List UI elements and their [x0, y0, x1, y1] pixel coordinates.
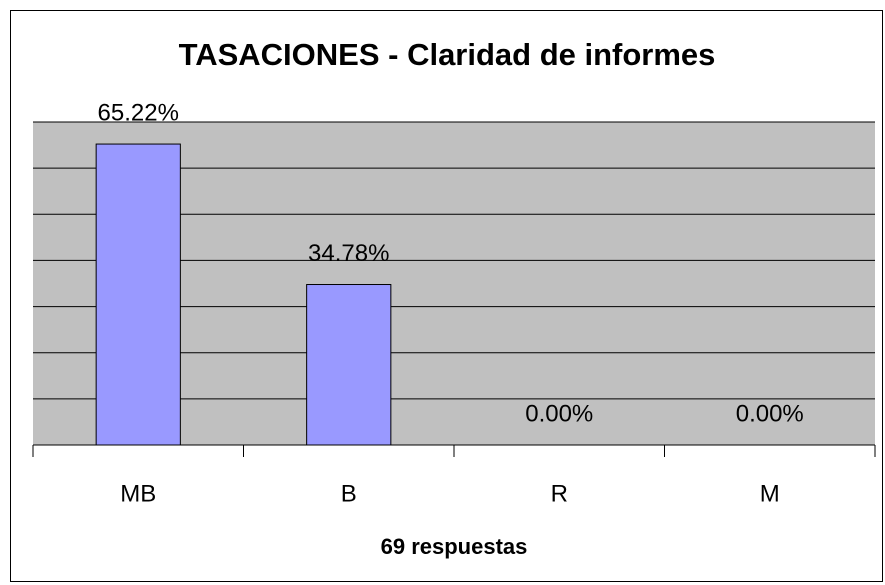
data-label: 0.00% [525, 400, 593, 427]
x-tick-label: MB [120, 480, 156, 507]
data-label: 0.00% [736, 400, 804, 427]
data-label: 65.22% [98, 99, 179, 126]
x-tick-label: R [551, 480, 568, 507]
bar [306, 284, 392, 446]
x-tick-label: B [341, 480, 357, 507]
x-tick-label: M [760, 480, 780, 507]
x-axis-label: 69 respuestas [381, 534, 528, 559]
chart-title: TASACIONES - Claridad de informes [179, 37, 716, 72]
data-label: 34.78% [308, 240, 389, 267]
bar [95, 143, 181, 446]
